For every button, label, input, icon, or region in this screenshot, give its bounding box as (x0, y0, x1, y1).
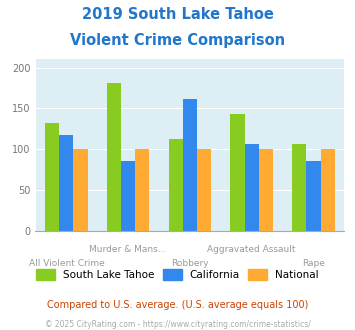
Bar (292, 145, 306, 231)
Bar (45, 123, 59, 231)
Bar (259, 149, 273, 231)
Bar (230, 114, 245, 231)
Text: Robbery: Robbery (171, 259, 209, 268)
Bar (183, 99, 197, 231)
Bar (59, 135, 73, 231)
Bar (121, 161, 135, 231)
Text: 2019 South Lake Tahoe: 2019 South Lake Tahoe (82, 7, 273, 21)
Text: Rape: Rape (302, 259, 325, 268)
Text: Violent Crime Comparison: Violent Crime Comparison (70, 33, 285, 48)
Bar (107, 83, 121, 231)
Text: Compared to U.S. average. (U.S. average equals 100): Compared to U.S. average. (U.S. average … (47, 300, 308, 310)
Bar (169, 140, 183, 231)
Text: Aggravated Assault: Aggravated Assault (207, 245, 296, 254)
Bar (245, 144, 259, 231)
Bar (135, 149, 149, 231)
Bar (197, 149, 211, 231)
Bar (306, 161, 321, 231)
Bar (321, 149, 335, 231)
Legend: South Lake Tahoe, California, National: South Lake Tahoe, California, National (36, 269, 319, 280)
Text: Murder & Mans...: Murder & Mans... (89, 245, 167, 254)
Text: © 2025 CityRating.com - https://www.cityrating.com/crime-statistics/: © 2025 CityRating.com - https://www.city… (45, 319, 310, 329)
Text: All Violent Crime: All Violent Crime (28, 259, 104, 268)
Bar (73, 149, 88, 231)
